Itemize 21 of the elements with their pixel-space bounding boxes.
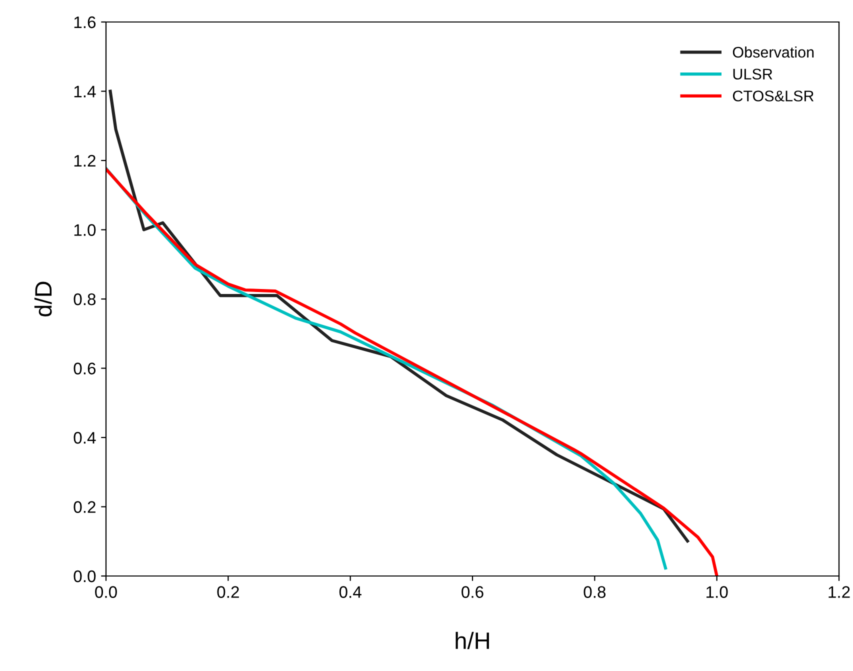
y-tick-label: 1.0 xyxy=(74,224,96,236)
x-axis-title: h/H xyxy=(456,632,489,650)
x-tick-label: 0.4 xyxy=(339,586,362,598)
x-tick-label: 0.8 xyxy=(584,586,606,598)
y-tick-label: 1.2 xyxy=(74,154,96,167)
x-tick-label: 0.0 xyxy=(95,586,117,598)
y-tick-label: 0.0 xyxy=(74,570,96,582)
y-tick-label: 1.6 xyxy=(74,16,96,28)
y-tick-label: 0.6 xyxy=(74,362,96,374)
x-tick-label: 0.2 xyxy=(217,586,239,598)
y-tick-label: 0.8 xyxy=(74,293,96,306)
x-tick-label: 0.6 xyxy=(462,586,484,598)
x-tick-label: 1.0 xyxy=(706,586,728,598)
legend-label: ULSR xyxy=(733,68,772,80)
y-axis-title: d/D xyxy=(34,282,52,316)
x-tick-label: 1.2 xyxy=(828,586,850,598)
y-tick-label: 0.2 xyxy=(74,501,96,513)
y-tick-label: 1.4 xyxy=(74,86,96,98)
legend-label: Observation xyxy=(732,46,814,58)
legend-label: CTOS&LSR xyxy=(732,90,814,102)
y-tick-label: 0.4 xyxy=(74,432,96,444)
